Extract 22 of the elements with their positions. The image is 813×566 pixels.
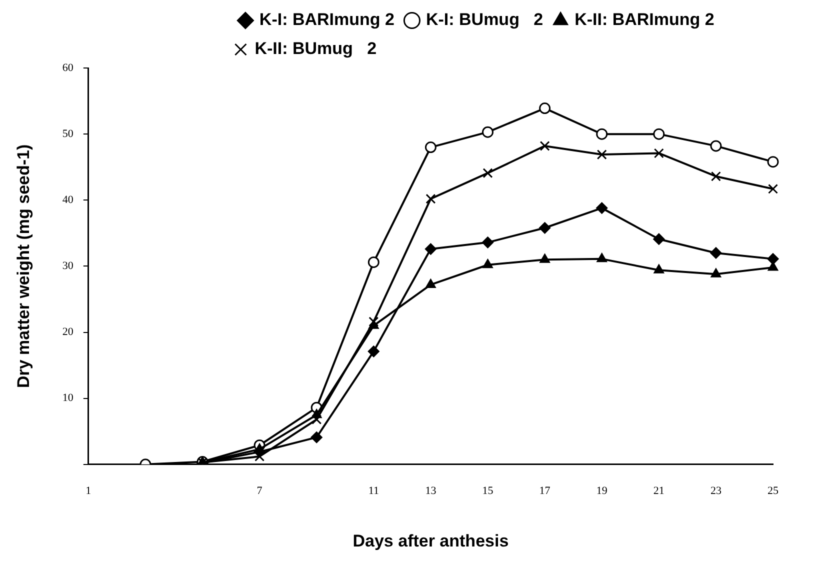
x-tick-label: 23 bbox=[710, 484, 722, 497]
x-tick-label: 1 bbox=[86, 484, 92, 497]
x-tick-label: 11 bbox=[368, 484, 379, 497]
x-tick-label: 15 bbox=[482, 484, 494, 497]
y-tick-label: 10 bbox=[62, 392, 74, 404]
y-tick-label: 40 bbox=[62, 194, 74, 206]
x-tick-label: 13 bbox=[425, 484, 437, 497]
y-tick-label: 50 bbox=[62, 128, 74, 140]
legend-label: K-II: BUmug 2 bbox=[254, 39, 377, 58]
x-tick-label: 21 bbox=[653, 484, 664, 497]
legend-label: K-I: BARImung 2 bbox=[259, 10, 394, 30]
x-tick-label: 17 bbox=[539, 484, 551, 497]
y-tick-label: 30 bbox=[62, 260, 74, 272]
y-axis-title: Dry matter weight (mg seed-1) bbox=[14, 144, 33, 388]
legend-label: K-II: BARImung 2 bbox=[574, 10, 714, 30]
x-tick-label: 19 bbox=[596, 484, 608, 497]
x-tick-label: 7 bbox=[256, 484, 263, 497]
x-tick-label: 25 bbox=[768, 484, 779, 497]
y-tick-label: 60 bbox=[62, 62, 74, 74]
legend-label: K-I: BUmug 2 bbox=[426, 10, 544, 30]
x-axis-title: Days after anthesis bbox=[352, 531, 509, 550]
y-tick-label: 20 bbox=[62, 326, 74, 338]
